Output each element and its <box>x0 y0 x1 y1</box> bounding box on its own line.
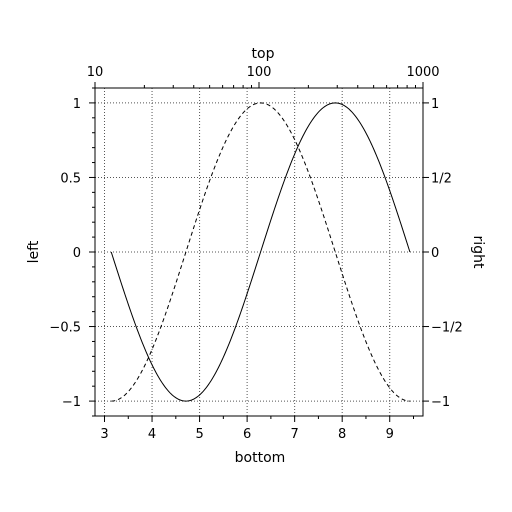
axis-title-top: top <box>252 46 275 62</box>
ticks <box>89 82 429 422</box>
right-tick-label: −1 <box>431 395 450 410</box>
bottom-tick-label: 9 <box>386 427 394 442</box>
bottom-tick-label: 5 <box>195 427 203 442</box>
axis-title-right: right <box>470 236 486 269</box>
left-tick-label: −0.5 <box>49 321 81 336</box>
tick-labels: 3 4 5 6 7 8 9 −1 −0.5 0 0.5 1 −1 −1/2 0 1/2 1 10 100 1000 <box>49 65 462 442</box>
series-line-solid <box>110 102 411 402</box>
bottom-tick-label: 3 <box>100 427 108 442</box>
right-tick-label: 1/2 <box>431 171 452 186</box>
series-layer <box>110 102 411 402</box>
grid <box>95 88 423 416</box>
series-line-dashed <box>111 102 410 402</box>
right-tick-label: 1 <box>431 97 439 112</box>
bottom-tick-label: 4 <box>148 427 156 442</box>
top-tick-label: 1000 <box>406 65 439 80</box>
axis-title-left: left <box>26 240 42 263</box>
bottom-tick-label: 8 <box>338 427 346 442</box>
left-tick-label: 0 <box>73 246 81 261</box>
top-tick-label: 100 <box>247 65 272 80</box>
left-tick-label: 1 <box>73 97 81 112</box>
left-tick-label: 0.5 <box>60 171 81 186</box>
left-tick-label: −1 <box>62 395 81 410</box>
right-tick-label: −1/2 <box>431 321 463 336</box>
bottom-tick-label: 6 <box>243 427 251 442</box>
top-tick-label: 10 <box>87 65 104 80</box>
right-tick-label: 0 <box>431 246 439 261</box>
bottom-tick-label: 7 <box>291 427 299 442</box>
axis-title-bottom: bottom <box>235 450 286 466</box>
